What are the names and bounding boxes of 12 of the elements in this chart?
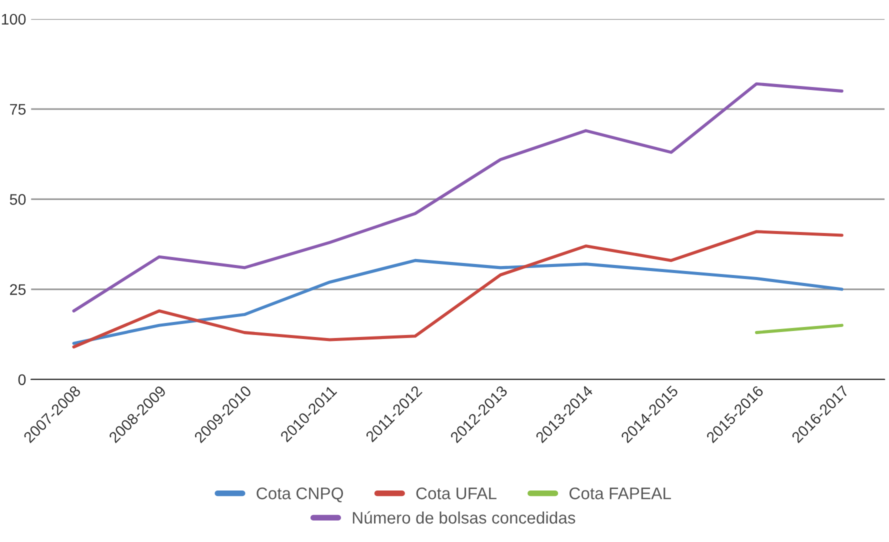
line-series	[72, 258, 844, 345]
line-series	[72, 230, 844, 348]
legend-label: Cota FAPEAL	[570, 488, 671, 500]
y-tick-label: 50	[10, 194, 26, 205]
legend-label: Cota UFAL	[416, 488, 496, 500]
legend-label: Cota CNPQ	[256, 488, 344, 502]
y-tick-label: 25	[10, 284, 26, 295]
y-tick-label: 100	[2, 14, 26, 25]
y-tick-label: 75	[10, 104, 26, 115]
y-tick-label: 0	[18, 374, 26, 386]
line-series	[72, 82, 844, 312]
legend-label: Número de bolsas concedidas	[352, 511, 576, 524]
